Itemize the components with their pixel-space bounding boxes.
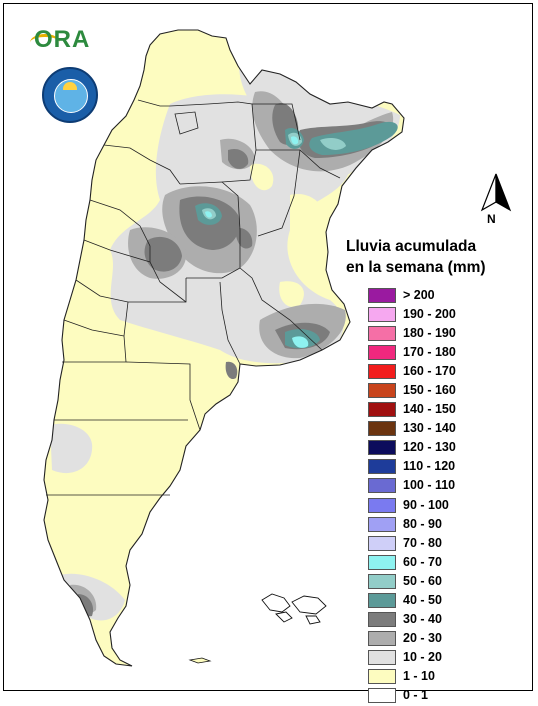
zone-1-10-northwest [100,146,150,194]
zone-30-40-west [144,236,182,272]
legend-swatch [368,345,396,361]
legend-label: 120 - 130 [403,440,456,455]
legend-swatch [368,592,396,608]
legend-title-line2: en la semana (mm) [346,259,486,276]
legend-swatch [368,402,396,418]
legend-swatch [368,478,396,494]
rainfall-zones [50,55,400,621]
zone-60-70-cordoba [205,211,212,218]
north-arrow-icon [480,173,512,212]
legend-swatch [368,497,396,513]
legend-swatch [368,516,396,532]
legend-label: 10 - 20 [403,649,442,664]
legend-label: 30 - 40 [403,611,442,626]
seal-sun-icon [63,82,77,90]
zone-60-70-north [291,136,299,145]
legend-swatch [368,421,396,437]
legend-label: > 200 [403,288,435,302]
zone-1-10-east [290,194,326,246]
legend-swatch [368,440,396,456]
zone-30-40-chaco [228,148,249,169]
legend-swatch [368,573,396,589]
legend-swatch [368,288,396,303]
legend-label: 60 - 70 [403,554,442,569]
legend-label: 180 - 190 [403,326,456,341]
legend-swatch [368,611,396,627]
legend-swatch [368,326,396,342]
legend-label: 90 - 100 [403,497,449,512]
ora-logo-text: ORA [34,26,91,53]
seal-inner-circle [54,79,88,113]
legend-label: 110 - 120 [403,459,456,474]
legend-label: 140 - 150 [403,402,456,417]
legend-swatch [368,535,396,551]
legend-label: 0 - 1 [403,687,429,702]
zone-1-10-pampa [279,281,304,308]
legend-label: 50 - 60 [403,573,442,588]
zone-60-70-buenos-aires [292,336,309,348]
legend-label: 80 - 90 [403,516,442,531]
legend-swatch [368,307,396,323]
isla-de-los-estados [188,657,212,664]
zone-10-20-patagonia [50,423,93,474]
legend-swatch [368,364,396,380]
weather-service-seal [42,67,98,123]
zone-30-40-centre [235,227,253,249]
legend-label: 70 - 80 [403,535,442,550]
legend-swatch [368,630,396,646]
legend-label: 170 - 180 [403,345,456,360]
legend-swatch [368,687,396,703]
malvinas-islands [261,593,327,625]
zone-1-10-centre [250,163,274,191]
legend-label: 190 - 200 [403,307,456,322]
zone-30-40-coast [225,361,238,380]
legend-label: 20 - 30 [403,630,442,645]
legend-label: 150 - 160 [403,383,456,398]
province-boundaries [43,29,405,667]
legend-label: 100 - 110 [403,478,456,493]
legend-label: 130 - 140 [403,421,456,436]
legend-swatch [368,668,396,684]
zone-30-40-south [78,594,94,617]
legend-title-line1: Lluvia acumulada [346,238,477,255]
legend-swatch [368,649,396,665]
legend-swatch [368,383,396,399]
legend-title: Lluvia acumulada en la semana (mm) [346,236,521,278]
north-label: N [487,212,496,226]
ora-logo: ORA [30,26,91,54]
ora-logo-arc [30,34,60,51]
zone-50-60-northeast [320,138,346,150]
legend-label: 160 - 170 [403,364,456,379]
legend-swatch [368,554,396,570]
legend-swatch [368,459,396,475]
legend-label: 40 - 50 [403,592,442,607]
legend-label: 1 - 10 [403,668,435,683]
